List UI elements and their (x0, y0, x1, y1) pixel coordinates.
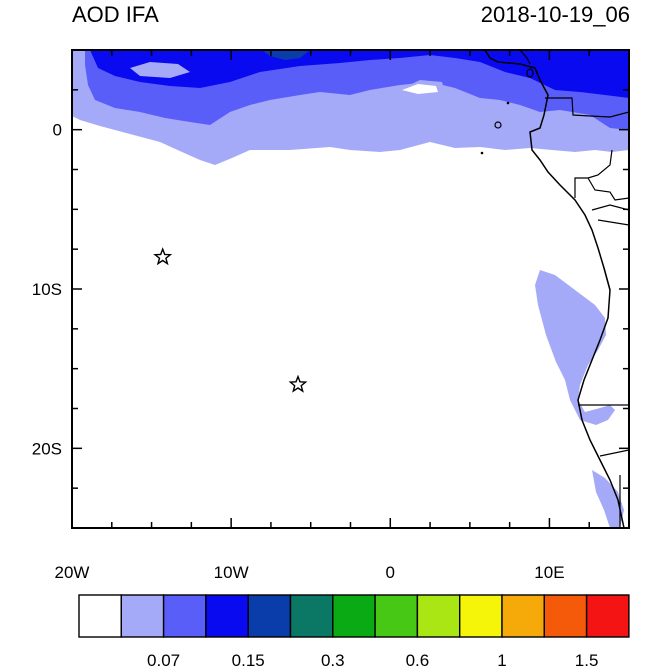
colorbar-label: 1.5 (575, 651, 599, 667)
colorbar-box (585, 594, 630, 638)
lon-tick-label: 10W (214, 563, 249, 582)
lat-tick-label: 10S (32, 280, 62, 299)
colorbar-label: 0.6 (406, 651, 430, 667)
aod-clear-patch (402, 84, 438, 94)
map-title: AOD IFA (72, 2, 159, 27)
colorbar-box (78, 594, 122, 638)
island (506, 101, 510, 105)
aod-plume-dark (90, 50, 629, 98)
map-markers (153, 247, 308, 393)
colorbar-box (543, 594, 588, 638)
star-marker (288, 374, 308, 393)
colorbar-box (120, 594, 165, 638)
lon-tick-label: 10E (534, 563, 564, 582)
aod-clear-patch (130, 62, 190, 78)
lat-tick-label: 0 (53, 121, 62, 140)
colorbar-box (162, 594, 207, 638)
lon-tick-label: 20W (55, 563, 90, 582)
colorbar-box (459, 594, 503, 638)
axis-tick-labels: 20W 10W 0 10E 0 10S 20S (32, 121, 565, 582)
colorbar-label: 0.15 (232, 651, 265, 667)
island (494, 121, 502, 129)
colorbar-box (205, 594, 249, 638)
aod-colorbar (78, 594, 630, 638)
aod-coastal-plume (535, 270, 615, 425)
colorbar-box (374, 594, 419, 638)
aod-plume-darkest (262, 50, 310, 60)
map-timestamp: 2018-10-19_06 (480, 2, 630, 27)
colorbar-label: 1 (497, 651, 506, 667)
aod-coastal-plume (592, 470, 624, 528)
country-border (519, 50, 629, 528)
star-marker (153, 247, 173, 266)
colorbar-label: 0.07 (147, 651, 180, 667)
lat-tick-label: 20S (32, 439, 62, 458)
axis-ticks (71, 49, 630, 529)
aod-colorbar-labels: 0.07 0.15 0.3 0.6 1 1.5 (147, 651, 598, 667)
colorbar-box (289, 594, 334, 638)
colorbar-box (501, 594, 545, 638)
africa-coastline (484, 50, 625, 528)
island (526, 68, 534, 78)
aod-field-layer (72, 50, 629, 528)
colorbar-label: 0.3 (321, 651, 345, 667)
colorbar-box (332, 594, 376, 638)
island (480, 151, 484, 155)
colorbar-box (247, 594, 292, 638)
lon-tick-label: 0 (386, 563, 395, 582)
colorbar-box (416, 594, 461, 638)
